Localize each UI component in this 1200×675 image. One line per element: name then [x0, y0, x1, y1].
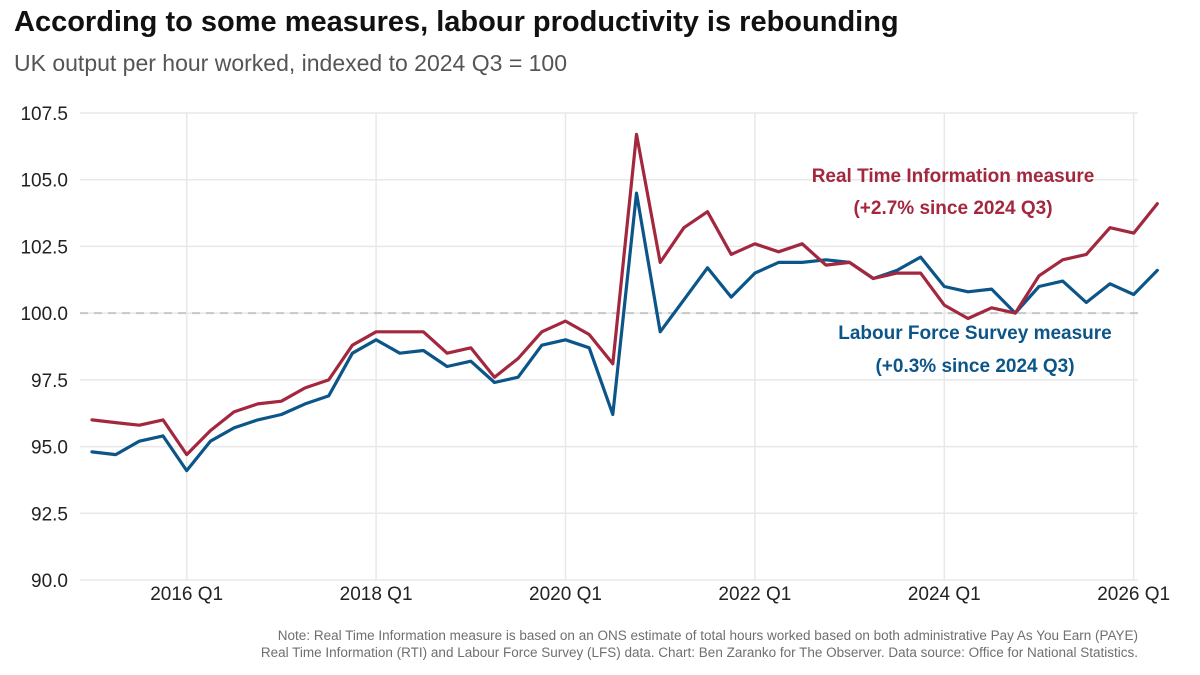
note-line-1: Note: Real Time Information measure is b…: [277, 628, 1138, 643]
y-tick-label: 100.0: [20, 304, 68, 325]
y-tick-label: 107.5: [20, 104, 68, 125]
x-tick-label: 2024 Q1: [908, 584, 981, 605]
chart-title: According to some measures, labour produ…: [14, 6, 899, 38]
rti-annotation-line-1: Real Time Information measure: [812, 166, 1095, 187]
rti-annotation-line-2: (+2.7% since 2024 Q3): [853, 198, 1052, 219]
x-tick-label: 2022 Q1: [718, 584, 791, 605]
x-tick-label: 2016 Q1: [150, 584, 223, 605]
chart-note: Note: Real Time Information measure is b…: [38, 627, 1138, 661]
y-tick-label: 102.5: [20, 237, 68, 258]
y-tick-label: 90.0: [31, 571, 68, 592]
lfs-annotation-line-2: (+0.3% since 2024 Q3): [875, 356, 1074, 377]
series-layer: [90, 132, 1159, 473]
rti-series-line: [90, 132, 1159, 457]
y-axis: 90.0 92.5 95.0 97.5 100.0 102.5 105.0 107.5: [20, 104, 68, 592]
annotations: Real Time Information measure (+2.7% sin…: [812, 166, 1112, 377]
y-tick-label: 95.0: [31, 438, 68, 459]
lfs-annotation-line-1: Labour Force Survey measure: [838, 323, 1112, 344]
x-tick-label: 2026 Q1: [1097, 584, 1170, 605]
chart-subtitle: UK output per hour worked, indexed to 20…: [14, 50, 568, 76]
x-axis: 2016 Q1 2018 Q1 2020 Q1 2022 Q1 2024 Q1 2026 …: [150, 584, 1170, 605]
y-tick-label: 97.5: [31, 371, 68, 392]
x-tick-label: 2018 Q1: [340, 584, 413, 605]
lfs-series-line: [90, 191, 1159, 473]
note-line-2: Real Time Information (RTI) and Labour F…: [260, 645, 1138, 660]
x-tick-label: 2020 Q1: [529, 584, 602, 605]
y-tick-label: 92.5: [31, 504, 68, 525]
y-tick-label: 105.0: [20, 171, 68, 192]
gridlines: [80, 112, 1138, 581]
